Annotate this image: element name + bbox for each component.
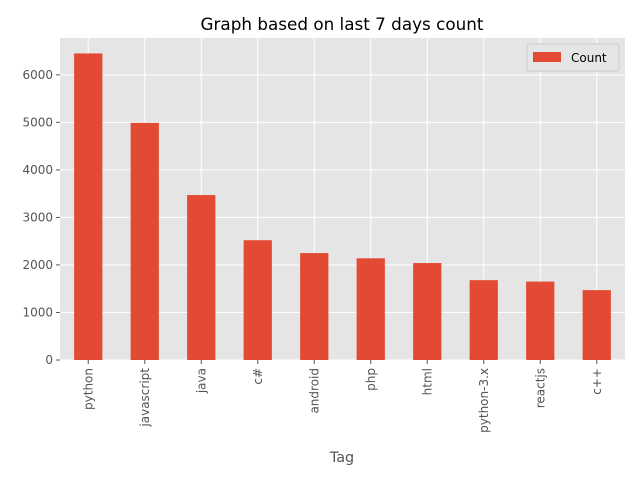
bar-java xyxy=(187,195,216,360)
bar-python xyxy=(74,53,103,360)
x-tick-label: html xyxy=(420,368,434,395)
bar-c# xyxy=(243,240,272,360)
legend: Count xyxy=(526,43,620,72)
y-tick-label: 6000 xyxy=(22,68,53,82)
bar-html xyxy=(413,263,442,360)
y-tick-label: 5000 xyxy=(22,115,53,129)
x-tick-label: c# xyxy=(251,368,265,385)
x-tick-label: javascript xyxy=(138,368,152,428)
x-tick-label: php xyxy=(364,368,378,391)
y-axis-ticks: 0 1000 2000 3000 4000 5000 6000 xyxy=(22,68,60,367)
bar-android xyxy=(300,253,329,360)
legend-swatch xyxy=(533,52,561,62)
y-tick-label: 0 xyxy=(45,353,53,367)
y-tick-label: 2000 xyxy=(22,258,53,272)
bar-javascript xyxy=(130,122,159,360)
x-axis-ticks: python javascript java c# android php html pyth… xyxy=(81,360,604,433)
legend-box xyxy=(526,43,620,72)
bar-python-3.x xyxy=(469,280,498,360)
chart-title: Graph based on last 7 days count xyxy=(201,14,484,34)
legend-label: Count xyxy=(571,51,607,65)
y-tick-label: 3000 xyxy=(22,210,53,224)
x-axis-label: Tag xyxy=(329,450,354,466)
x-tick-label: c++ xyxy=(590,368,604,395)
y-tick-label: 1000 xyxy=(22,305,53,319)
x-tick-label: python xyxy=(81,368,95,410)
bar-php xyxy=(356,258,385,360)
x-tick-label: reactjs xyxy=(533,368,547,408)
x-tick-label: python-3.x xyxy=(477,368,491,433)
x-tick-label: android xyxy=(307,368,321,414)
x-tick-label: java xyxy=(194,368,208,394)
y-tick-label: 4000 xyxy=(22,163,53,177)
bars xyxy=(74,53,611,360)
bar-c++ xyxy=(582,290,611,360)
bar-reactjs xyxy=(526,281,555,360)
